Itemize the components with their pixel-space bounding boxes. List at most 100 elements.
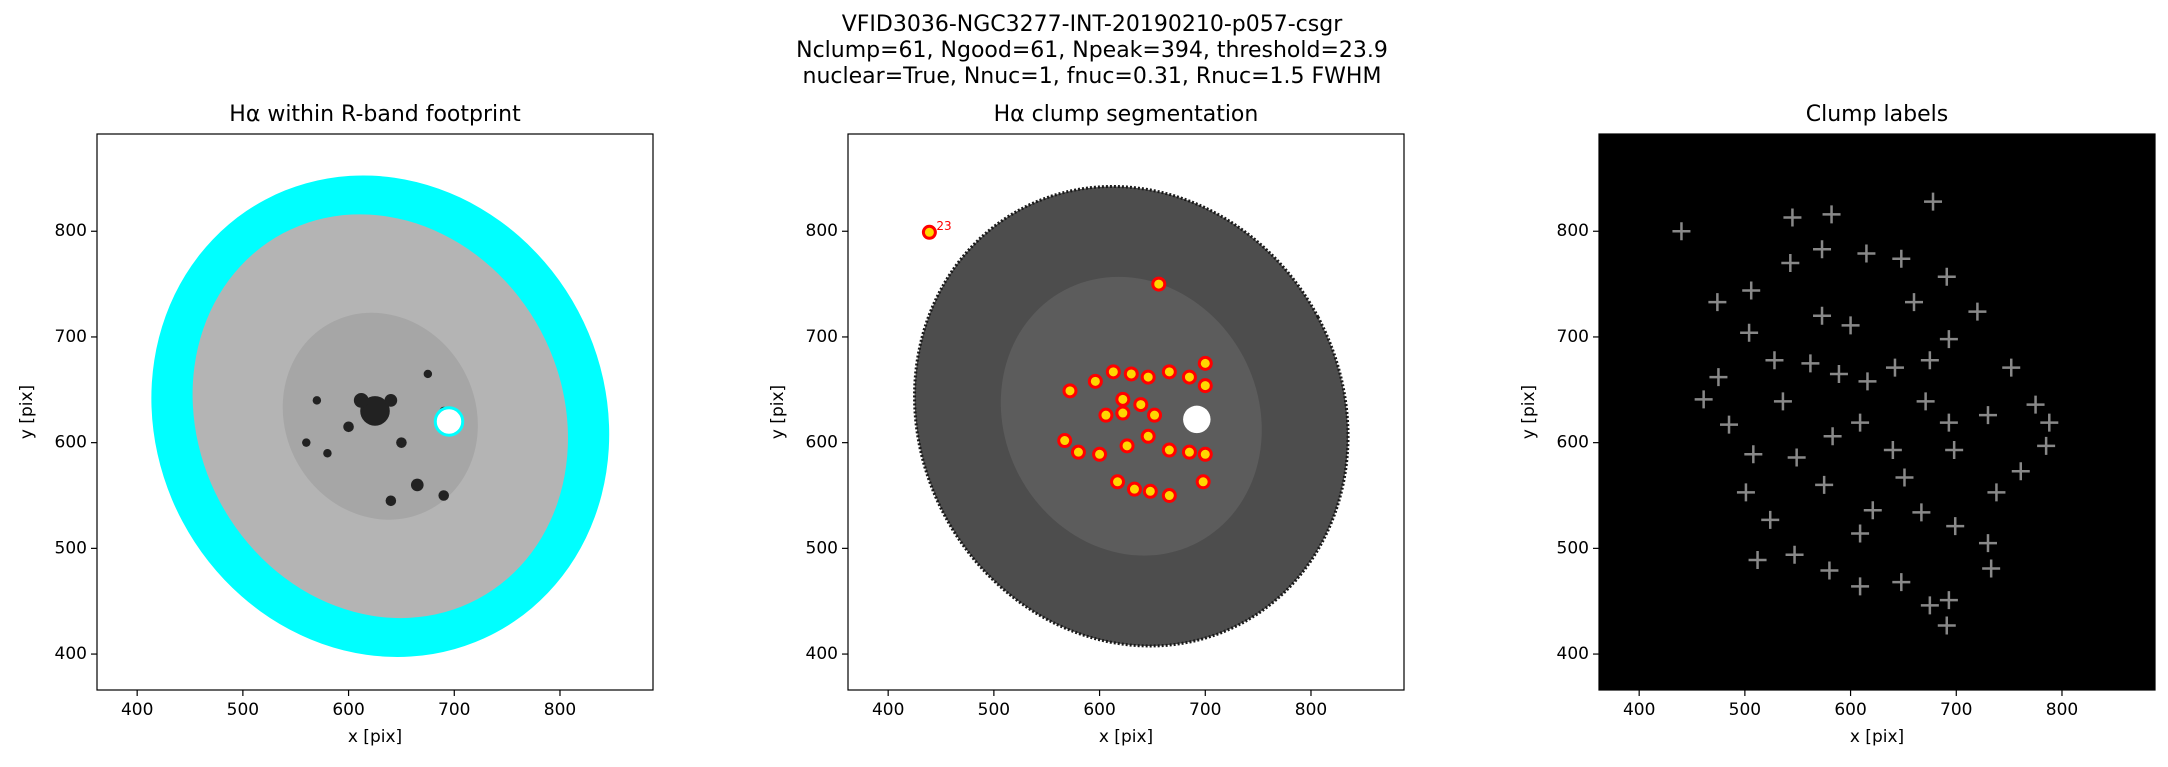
halpha-blob <box>343 421 354 433</box>
image-layer: 23 <box>913 184 1350 648</box>
x-tick-label: 600 <box>332 700 364 720</box>
y-tick-label: 500 <box>1557 538 1589 558</box>
clump-marker <box>1783 208 1802 227</box>
clump-marker <box>1939 330 1958 349</box>
x-tick-label: 500 <box>227 700 259 720</box>
clump-marker <box>1123 366 1139 382</box>
y-tick-label: 500 <box>55 538 87 558</box>
clump-marker <box>1937 267 1956 286</box>
y-tick-label: 400 <box>806 644 838 664</box>
clump-marker <box>1736 483 1755 502</box>
clump-marker <box>1197 446 1213 462</box>
clump-marker <box>1087 373 1103 389</box>
clump-marker <box>1858 372 1877 391</box>
clump-marker <box>1161 364 1177 380</box>
figure-title: Nclump=61, Ngood=61, Npeak=394, threshol… <box>796 38 1388 63</box>
axes-frame <box>1598 133 2156 691</box>
clump-marker <box>1195 474 1211 490</box>
clump-marker <box>1070 444 1086 460</box>
y-axis-label: y [pix] <box>768 385 788 439</box>
clump-marker <box>1916 392 1935 411</box>
clump-marker <box>1197 378 1213 394</box>
clump-marker <box>2037 436 2056 455</box>
y-tick-label: 400 <box>1557 644 1589 664</box>
axes-title: Hα within R-band footprint <box>229 102 521 127</box>
y-tick-label: 800 <box>55 221 87 241</box>
y-tick-label: 400 <box>55 644 87 664</box>
clump-marker <box>1740 323 1759 342</box>
y-tick-label: 700 <box>1557 327 1589 347</box>
clump-marker <box>1742 281 1761 300</box>
clump-marker <box>1672 222 1691 241</box>
clump-marker <box>1773 392 1792 411</box>
clump-marker <box>1115 391 1131 407</box>
halpha-blob <box>438 490 449 501</box>
y-tick-label: 800 <box>1557 221 1589 241</box>
clump-marker <box>1161 488 1177 504</box>
x-axis-label: x [pix] <box>1099 727 1153 747</box>
nucleus-mask <box>1183 405 1211 434</box>
x-tick-label: 800 <box>544 700 576 720</box>
clump-marker <box>1912 503 1931 522</box>
clump-marker <box>1161 442 1177 458</box>
clump-marker <box>1937 616 1956 635</box>
clump-marker <box>2026 395 2045 414</box>
axes-title: Hα clump segmentation <box>994 102 1259 127</box>
clump-marker <box>1892 249 1911 268</box>
clump-marker <box>1119 438 1135 454</box>
axes-title: Clump labels <box>1806 102 1948 127</box>
y-tick-label: 700 <box>806 327 838 347</box>
clump-marker <box>1781 253 1800 272</box>
panel: 400 500 600 700 800 400 500 600 700 800 Hα within … <box>17 102 654 747</box>
x-tick-label: 600 <box>1834 700 1866 720</box>
clump-marker <box>1057 433 1073 449</box>
halpha-blob <box>385 495 397 507</box>
clump-marker <box>1115 405 1131 421</box>
clump-marker <box>1920 351 1939 370</box>
x-tick-label: 400 <box>872 700 904 720</box>
y-tick-label: 600 <box>55 433 87 453</box>
clump-marker <box>1197 355 1213 371</box>
clump-marker <box>1939 591 1958 610</box>
clump-marker <box>1787 448 1806 467</box>
clump-marker <box>921 224 937 240</box>
clump-marker <box>1105 364 1121 380</box>
clump-marker <box>1851 524 1870 543</box>
clump-marker <box>1813 240 1832 259</box>
clump-marker <box>1892 573 1911 592</box>
x-tick-label: 700 <box>1940 700 1972 720</box>
x-tick-label: 700 <box>438 700 470 720</box>
clump-marker <box>1813 306 1832 325</box>
clump-marker <box>1744 445 1763 464</box>
clump-marker <box>1924 192 1943 211</box>
x-tick-label: 800 <box>1295 700 1327 720</box>
clump-marker <box>1785 545 1804 564</box>
clump-marker <box>1939 413 1958 432</box>
clump-marker <box>1820 561 1839 580</box>
y-tick-label: 800 <box>806 221 838 241</box>
halpha-blob <box>396 437 407 448</box>
y-tick-label: 600 <box>806 433 838 453</box>
clump-marker <box>2011 462 2030 481</box>
image-layer <box>1672 192 2059 635</box>
clump-marker <box>1709 368 1728 387</box>
clump-marker <box>1708 293 1727 312</box>
y-tick-label: 600 <box>1557 433 1589 453</box>
clump-marker <box>1857 244 1876 263</box>
panel: 400 500 600 700 800 400 500 600 700 800 Clump labe… <box>1519 102 2156 747</box>
clump-marker <box>1895 468 1914 487</box>
clump-marker <box>1098 407 1114 423</box>
x-axis-label: x [pix] <box>348 727 402 747</box>
y-tick-label: 500 <box>806 538 838 558</box>
clump-marker <box>1978 534 1997 553</box>
y-tick-label: 700 <box>55 327 87 347</box>
clump-marker <box>1841 316 1860 335</box>
clump-marker <box>1851 577 1870 596</box>
halpha-blob <box>353 392 369 408</box>
clump-marker <box>1126 481 1142 497</box>
clump-marker <box>1946 517 1965 536</box>
clump-marker <box>1140 428 1156 444</box>
y-axis-label: y [pix] <box>1519 385 1539 439</box>
clump-marker <box>1092 446 1108 462</box>
halpha-blob <box>410 478 424 492</box>
